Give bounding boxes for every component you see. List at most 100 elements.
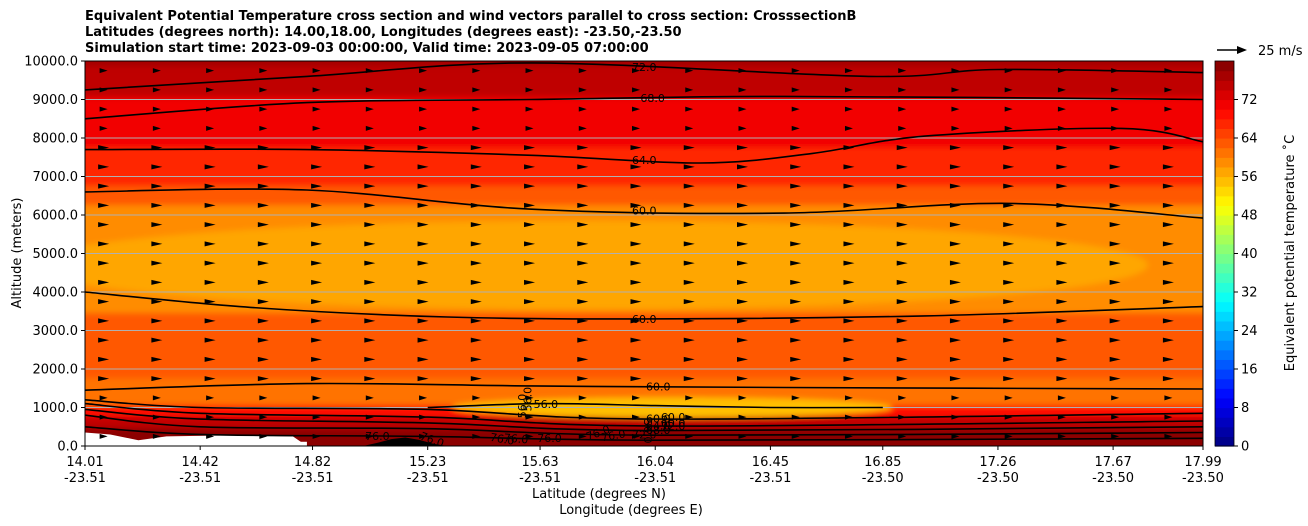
wind-arrow-6-8 bbox=[524, 318, 536, 324]
wind-arrow-0-4 bbox=[312, 433, 321, 439]
wind-arrow-14-20 bbox=[1162, 164, 1174, 170]
contour-line-10 bbox=[85, 414, 1203, 437]
wind-arrow-14-9 bbox=[577, 164, 589, 170]
wind-arrow-1-10 bbox=[632, 414, 641, 420]
colorbar-segment-27 bbox=[1215, 176, 1234, 187]
wind-arrow-7-14 bbox=[843, 299, 855, 305]
colorbar: 0 8 16 24 32 40 48 56 64 72 bbox=[1214, 60, 1258, 455]
wind-arrow-0-17 bbox=[1004, 433, 1013, 439]
wind-arrow-9-15 bbox=[896, 260, 908, 266]
wind-arrow-8-6 bbox=[417, 279, 429, 285]
wind-arrow-15-9 bbox=[577, 145, 589, 151]
wind-arrow-13-14 bbox=[843, 183, 855, 189]
wind-arrow-19-9 bbox=[578, 68, 587, 74]
wind-arrow-0-13 bbox=[791, 433, 800, 439]
wind-arrow-15-4 bbox=[311, 145, 323, 151]
colorbar-segment-15 bbox=[1215, 292, 1234, 303]
wind-arrow-14-1 bbox=[151, 164, 163, 170]
wind-arrow-7-5 bbox=[364, 299, 376, 305]
wind-arrow-8-0 bbox=[98, 279, 110, 285]
contour-label-5: 72.0 bbox=[632, 61, 657, 74]
wind-arrow-1-18 bbox=[1057, 414, 1066, 420]
wind-arrow-12-13 bbox=[790, 202, 802, 208]
wind-arrow-11-15 bbox=[896, 222, 908, 228]
wind-arrow-4-5 bbox=[364, 356, 376, 362]
wind-arrow-12-8 bbox=[524, 202, 536, 208]
wind-arrow-2-13 bbox=[791, 395, 800, 401]
wind-arrow-15-2 bbox=[204, 145, 216, 151]
wind-arrow-10-8 bbox=[524, 241, 536, 247]
wind-arrow-13-9 bbox=[577, 183, 589, 189]
y-tick-label-7: 7000.0 bbox=[33, 170, 79, 185]
wind-arrow-18-13 bbox=[791, 87, 800, 93]
x-tick-lat-10: 17.99 bbox=[1184, 455, 1221, 470]
x-tick-lat-5: 16.04 bbox=[637, 455, 674, 470]
wind-arrow-3-19 bbox=[1109, 376, 1121, 382]
contour-line-2 bbox=[85, 188, 1203, 219]
colorbar-segment-5 bbox=[1215, 388, 1234, 399]
colorbar-segment-18 bbox=[1215, 263, 1234, 274]
wind-arrow-10-1 bbox=[151, 241, 163, 247]
wind-arrow-19-7 bbox=[472, 68, 481, 74]
contour-line-5 bbox=[85, 62, 1203, 91]
colorbar-segment-3 bbox=[1215, 407, 1234, 418]
contour-label-4: 68.0 bbox=[640, 92, 665, 105]
colorbar-segment-1 bbox=[1215, 426, 1234, 437]
colorbar-segment-12 bbox=[1215, 320, 1234, 332]
wind-arrow-14-17 bbox=[1003, 164, 1015, 170]
wind-arrow-14-7 bbox=[470, 164, 482, 170]
wind-arrow-7-2 bbox=[204, 299, 216, 305]
wind-arrow-11-3 bbox=[257, 222, 269, 228]
wind-arrow-15-19 bbox=[1109, 145, 1121, 151]
wind-arrow-17-14 bbox=[844, 106, 853, 112]
wind-arrow-3-16 bbox=[949, 376, 961, 382]
wind-arrow-0-9 bbox=[578, 433, 587, 439]
wind-arrow-15-5 bbox=[364, 145, 376, 151]
wind-arrow-15-13 bbox=[790, 145, 802, 151]
contour-label-2: 60.0 bbox=[632, 205, 657, 218]
x-tick-lat-2: 14.82 bbox=[294, 455, 331, 470]
wind-arrow-19-13 bbox=[791, 68, 800, 74]
wind-arrow-5-0 bbox=[98, 337, 110, 343]
x-axis-label: Latitude (degrees N) bbox=[532, 487, 666, 502]
wind-arrow-0-15 bbox=[898, 433, 907, 439]
wind-arrow-7-1 bbox=[151, 299, 163, 305]
quiver-key-arrowhead bbox=[1237, 46, 1247, 54]
wind-arrow-1-20 bbox=[1164, 414, 1173, 420]
contour-label-9: 68.0 bbox=[646, 424, 671, 437]
contour-label-3: 64.0 bbox=[632, 154, 657, 167]
wind-arrow-1-14 bbox=[844, 414, 853, 420]
wind-arrow-10-5 bbox=[364, 241, 376, 247]
colorbar-segment-32 bbox=[1215, 128, 1234, 139]
wind-arrow-6-18 bbox=[1056, 318, 1068, 324]
colorbar-segment-21 bbox=[1215, 234, 1234, 245]
wind-arrow-0-12 bbox=[738, 433, 747, 439]
wind-arrow-10-13 bbox=[790, 241, 802, 247]
colorbar-segment-16 bbox=[1215, 282, 1234, 293]
wind-arrow-4-3 bbox=[257, 356, 269, 362]
colorbar-segment-31 bbox=[1215, 138, 1234, 149]
wind-arrow-6-20 bbox=[1162, 318, 1174, 324]
contour-label-7: 60.0 bbox=[646, 413, 671, 426]
wind-arrow-0-19 bbox=[1111, 433, 1120, 439]
wind-arrow-1-4 bbox=[312, 414, 321, 420]
wind-arrow-1-9 bbox=[578, 414, 587, 420]
wind-arrow-3-8 bbox=[524, 376, 536, 382]
wind-arrow-2-18 bbox=[1057, 395, 1066, 401]
colorbar-label: Equivalent potential temperature ˚C bbox=[1282, 135, 1298, 371]
y-axis-ticks: 0.0 1000.0 2000.0 3000.0 4000.0 5000.0 6000.0 7… bbox=[24, 55, 85, 455]
colorbar-tick-label-4: 32 bbox=[1241, 286, 1258, 301]
wind-arrow-17-2 bbox=[206, 106, 215, 112]
wind-arrow-10-19 bbox=[1109, 241, 1121, 247]
wind-arrow-0-5 bbox=[365, 433, 374, 439]
wind-arrow-10-18 bbox=[1056, 241, 1068, 247]
wind-arrow-4-19 bbox=[1109, 356, 1121, 362]
wind-arrow-17-11 bbox=[685, 106, 694, 112]
wind-arrow-5-18 bbox=[1056, 337, 1068, 343]
wind-arrow-16-9 bbox=[578, 125, 587, 131]
wind-arrow-12-20 bbox=[1162, 202, 1174, 208]
wind-arrow-13-7 bbox=[470, 183, 482, 189]
y-tick-label-3: 3000.0 bbox=[33, 324, 79, 339]
wind-arrow-1-19 bbox=[1111, 414, 1120, 420]
